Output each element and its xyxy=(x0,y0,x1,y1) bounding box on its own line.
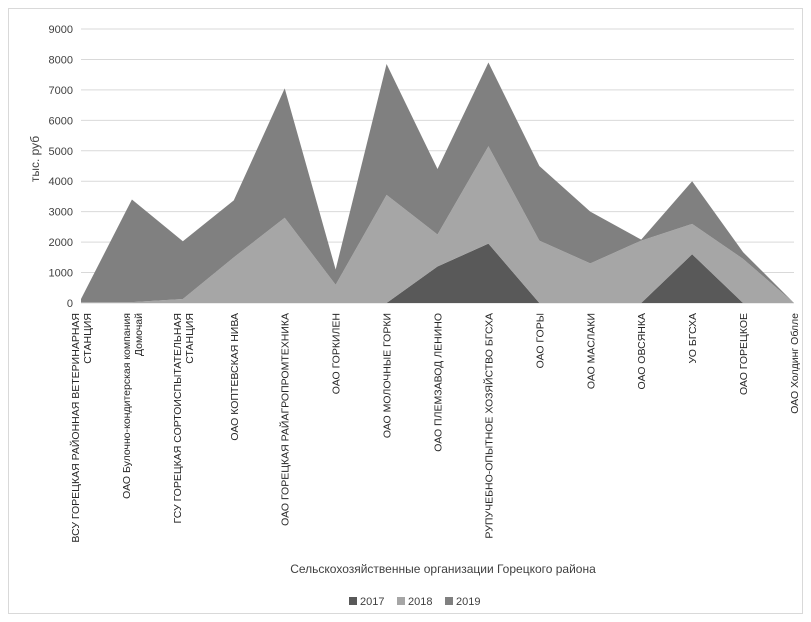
x-category-line: ОАО МАСЛАКИ xyxy=(585,313,597,389)
area-series-2019 xyxy=(81,62,794,303)
x-category-line: СТАНЦИЯ xyxy=(82,313,94,364)
x-category-label: УО БГСХА xyxy=(687,313,699,364)
y-tick-label: 6000 xyxy=(49,115,73,127)
x-category-label: РУПУЧЕБНО-ОПЫТНОЕ ХОЗЯЙСТВО БГСХА xyxy=(482,313,495,539)
x-category-label: ВСУ ГОРЕЦКАЯ РАЙОННАЯ ВЕТЕРИНАРНАЯ СТАНЦИ… xyxy=(69,313,94,543)
legend-label-2017: 2017 xyxy=(360,596,384,608)
y-tick-label: 8000 xyxy=(49,54,73,66)
y-tick-label: 4000 xyxy=(49,176,73,188)
x-category-label: ОАО ОВСЯНКА xyxy=(636,313,648,389)
y-tick-labels: 0 1000 2000 3000 4000 5000 6000 7000 8000 9000 xyxy=(49,24,73,310)
x-category-label: ОАО КОПТЕВСКАЯ НИВА xyxy=(229,313,241,441)
x-category-line: ОАО ГОРЕЦКАЯ РАЙАГРОПРОМТЕХНИКА xyxy=(279,313,292,526)
x-axis-title: Сельскохозяйственные организации Горецко… xyxy=(290,562,596,576)
legend-swatch-2017 xyxy=(349,597,357,605)
x-category-label: ОАО МАСЛАКИ xyxy=(585,313,597,389)
x-category-line: ОАО КОПТЕВСКАЯ НИВА xyxy=(229,313,241,441)
legend-swatch-2019 xyxy=(445,597,453,605)
y-axis-title: тыс. руб xyxy=(28,136,42,182)
x-category-label: ОАО Холдинг Облле xyxy=(789,313,801,414)
x-category-line: ГСУ ГОРЕЦКАЯ СОРТОИСПЫТАТЕЛЬНАЯ xyxy=(172,313,184,523)
y-tick-label: 3000 xyxy=(49,207,73,219)
x-category-label: ОАО ГОРКИЛЕН xyxy=(331,313,343,394)
x-category-label: ОАО ГОРЕЦКОЕ xyxy=(738,313,750,395)
series-areas xyxy=(81,62,794,303)
x-category-line: Домочай xyxy=(133,313,145,356)
x-category-line: ОАО Булочно-кондитерская компания xyxy=(121,313,133,499)
x-category-line: ОАО Холдинг Облле xyxy=(789,313,801,414)
x-category-line: УО БГСХА xyxy=(687,313,699,364)
chart-frame: 0 1000 2000 3000 4000 5000 6000 7000 8000 9000 ВС… xyxy=(8,8,803,614)
x-category-line: ОАО ПЛЕМЗАВОД ЛЕНИНО xyxy=(433,313,445,452)
area-series-2018 xyxy=(81,146,794,303)
y-tick-label: 9000 xyxy=(49,24,73,36)
x-category-line: ВСУ ГОРЕЦКАЯ РАЙОННАЯ ВЕТЕРИНАРНАЯ xyxy=(69,313,82,543)
y-tick-label: 5000 xyxy=(49,146,73,158)
x-category-line: СТАНЦИЯ xyxy=(184,313,196,364)
x-category-label: ОАО МОЛОЧНЫЕ ГОРКИ xyxy=(382,313,394,438)
x-category-line: ОАО ГОРКИЛЕН xyxy=(331,313,343,394)
x-category-labels: ВСУ ГОРЕЦКАЯ РАЙОННАЯ ВЕТЕРИНАРНАЯ СТАНЦИ… xyxy=(69,313,801,543)
x-category-line: РУПУЧЕБНО-ОПЫТНОЕ ХОЗЯЙСТВО БГСХА xyxy=(482,313,495,539)
x-category-line: ОАО ГОРЕЦКОЕ xyxy=(738,313,750,395)
x-category-label: ОАО ГОРЕЦКАЯ РАЙАГРОПРОМТЕХНИКА xyxy=(279,313,292,526)
x-category-line: ОАО ГОРЫ xyxy=(534,313,546,368)
y-tick-label: 1000 xyxy=(49,268,73,280)
y-tick-label: 0 xyxy=(67,298,73,310)
x-category-label: ОАО ГОРЫ xyxy=(534,313,546,368)
x-category-label: ОАО ПЛЕМЗАВОД ЛЕНИНО xyxy=(433,313,445,452)
x-category-label: ГСУ ГОРЕЦКАЯ СОРТОИСПЫТАТЕЛЬНАЯ СТАНЦИЯ xyxy=(172,313,196,523)
y-tick-label: 2000 xyxy=(49,237,73,249)
area-chart: 0 1000 2000 3000 4000 5000 6000 7000 8000 9000 ВС… xyxy=(28,24,801,608)
legend-label-2018: 2018 xyxy=(408,596,432,608)
area-series-2017 xyxy=(81,243,794,303)
x-category-line: ОАО МОЛОЧНЫЕ ГОРКИ xyxy=(382,313,394,438)
legend: 2017 2018 2019 xyxy=(349,596,480,608)
x-category-label: ОАО Булочно-кондитерская компания Домочай xyxy=(121,313,145,499)
y-tick-label: 7000 xyxy=(49,85,73,97)
legend-label-2019: 2019 xyxy=(456,596,480,608)
x-category-line: ОАО ОВСЯНКА xyxy=(636,313,648,389)
legend-swatch-2018 xyxy=(397,597,405,605)
